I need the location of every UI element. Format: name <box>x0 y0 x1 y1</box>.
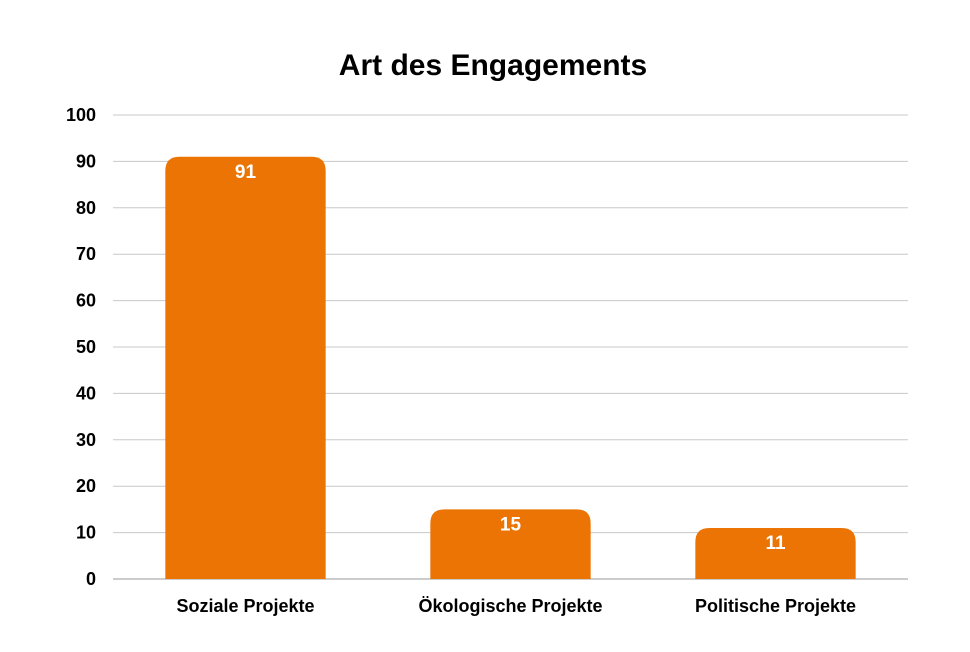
y-tick-label: 20 <box>76 476 96 496</box>
data-label: 15 <box>500 514 522 535</box>
y-tick-label: 70 <box>76 244 96 264</box>
y-tick-label: 100 <box>66 105 96 125</box>
x-category-label: Politische Projekte <box>695 596 856 616</box>
y-tick-label: 80 <box>76 198 96 218</box>
y-tick-label: 50 <box>76 337 96 357</box>
y-axis-ticks: 0 10 20 30 40 50 60 70 80 90 100 <box>66 105 96 589</box>
y-tick-label: 40 <box>76 383 96 403</box>
bar <box>165 156 326 579</box>
bar <box>695 527 856 579</box>
y-tick-label: 0 <box>86 569 96 589</box>
y-tick-label: 10 <box>76 523 96 543</box>
data-label: 11 <box>765 533 786 554</box>
bars: 91 15 11 <box>165 156 856 579</box>
data-label: 91 <box>235 162 257 183</box>
y-tick-label: 60 <box>76 291 96 311</box>
y-tick-label: 90 <box>76 151 96 171</box>
x-category-label: Soziale Projekte <box>176 596 314 616</box>
chart-title: Art des Engagements <box>339 49 647 82</box>
x-category-label: Ökologische Projekte <box>418 596 602 616</box>
bar <box>430 509 591 579</box>
y-tick-label: 30 <box>76 430 96 450</box>
x-axis-categories: Soziale Projekte Ökologische Projekte Poli… <box>176 596 856 616</box>
